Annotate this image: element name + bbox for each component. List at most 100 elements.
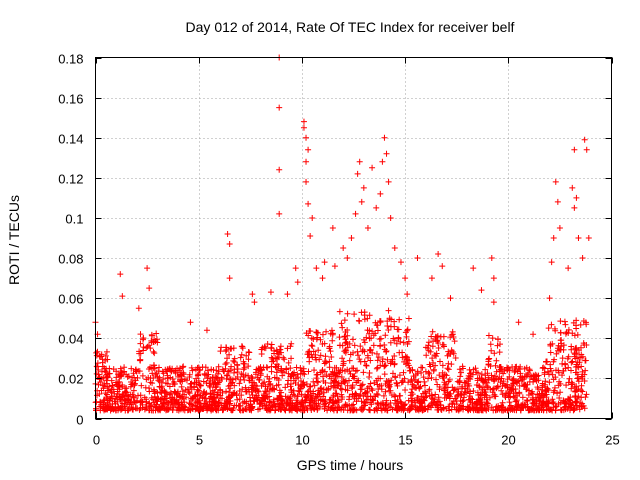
- data-point: [197, 382, 204, 389]
- data-point: [535, 394, 542, 401]
- data-point: [348, 235, 355, 241]
- data-point: [374, 400, 381, 407]
- data-point: [300, 124, 307, 131]
- data-point: [303, 381, 310, 388]
- data-point: [544, 368, 551, 375]
- data-point: [148, 332, 155, 339]
- data-point: [143, 344, 150, 351]
- data-point: [466, 382, 473, 389]
- data-point: [313, 356, 320, 363]
- data-point: [122, 388, 129, 395]
- data-point: [238, 351, 245, 358]
- data-point: [430, 359, 437, 366]
- data-point: [341, 348, 348, 355]
- data-point: [399, 377, 406, 384]
- data-point: [337, 342, 344, 349]
- data-point: [342, 329, 349, 336]
- data-point: [426, 386, 433, 393]
- data-point: [119, 293, 126, 300]
- data-point: [575, 235, 582, 241]
- data-point: [371, 407, 378, 414]
- data-point: [386, 383, 393, 390]
- data-point: [514, 392, 521, 399]
- data-point: [305, 146, 312, 153]
- data-point: [304, 351, 311, 358]
- data-point: [435, 406, 442, 413]
- data-point: [550, 404, 557, 411]
- data-point: [136, 406, 143, 413]
- data-point: [467, 399, 474, 406]
- data-point: [512, 363, 519, 370]
- data-point: [187, 407, 194, 414]
- data-point: [434, 337, 441, 344]
- data-point: [404, 327, 411, 334]
- data-point: [313, 265, 320, 272]
- data-point: [379, 158, 386, 165]
- data-point: [267, 382, 274, 389]
- data-point: [501, 382, 508, 389]
- data-point: [342, 403, 349, 410]
- data-point: [309, 214, 316, 221]
- y-tick-label: 0.02: [58, 372, 83, 387]
- data-point: [195, 407, 202, 414]
- data-point: [137, 331, 144, 338]
- data-point: [423, 393, 430, 400]
- data-point: [410, 383, 417, 390]
- data-point: [336, 308, 343, 315]
- data-point: [208, 407, 215, 414]
- data-point: [315, 379, 322, 386]
- data-point: [328, 383, 335, 390]
- data-point: [280, 354, 287, 361]
- data-point: [367, 399, 374, 406]
- data-point: [203, 327, 210, 334]
- data-point: [249, 375, 256, 382]
- data-point: [183, 394, 190, 401]
- data-point: [176, 376, 183, 383]
- data-point: [403, 355, 410, 362]
- data-point: [313, 329, 320, 336]
- data-point: [314, 391, 321, 398]
- data-point: [356, 158, 363, 165]
- data-point: [466, 392, 473, 399]
- data-point: [569, 380, 576, 387]
- data-point: [391, 353, 398, 360]
- data-point: [211, 388, 218, 395]
- data-point: [385, 403, 392, 410]
- data-point: [243, 388, 250, 395]
- data-point: [342, 347, 349, 354]
- x-tick-label: 5: [196, 433, 203, 448]
- data-point: [391, 337, 398, 344]
- data-point: [569, 184, 576, 191]
- data-point: [349, 382, 356, 389]
- data-point: [129, 380, 136, 387]
- data-point: [381, 362, 388, 369]
- data-point: [433, 353, 440, 360]
- data-point: [107, 388, 114, 395]
- data-point: [238, 392, 245, 399]
- data-point: [258, 350, 265, 357]
- data-point: [283, 366, 290, 373]
- data-point: [291, 402, 298, 409]
- data-point: [494, 383, 501, 390]
- data-point: [422, 406, 429, 413]
- data-point: [304, 406, 311, 413]
- data-point: [176, 392, 183, 399]
- data-point: [538, 403, 545, 410]
- data-point: [526, 378, 533, 385]
- data-point: [552, 178, 559, 185]
- data-point: [103, 404, 110, 411]
- data-point: [111, 405, 118, 412]
- data-point: [439, 362, 446, 369]
- data-point: [482, 366, 489, 373]
- data-point: [167, 367, 174, 374]
- data-point: [539, 402, 546, 409]
- data-point: [257, 372, 264, 379]
- data-point: [566, 397, 573, 404]
- data-point: [180, 395, 187, 402]
- data-point: [340, 377, 347, 384]
- data-point: [463, 378, 470, 385]
- data-point: [267, 289, 274, 296]
- data-point: [146, 385, 153, 392]
- data-point: [213, 367, 220, 374]
- data-point: [123, 385, 130, 392]
